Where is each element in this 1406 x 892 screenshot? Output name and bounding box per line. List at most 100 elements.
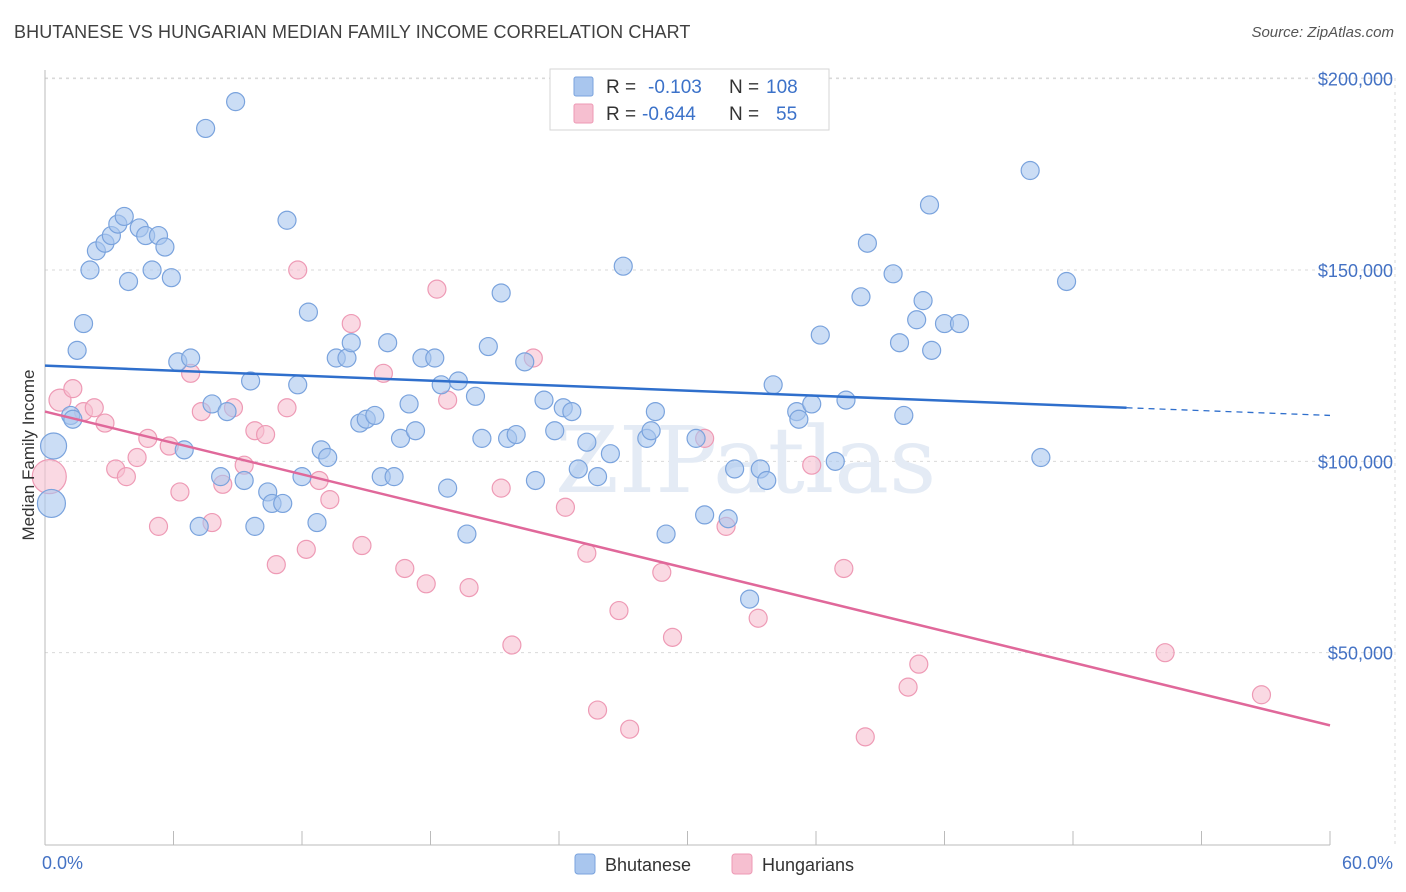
point-bhutanese [802, 394, 822, 414]
point-hungarians [127, 447, 147, 468]
point-bhutanese [341, 333, 361, 353]
y-axis-title: Median Family Income [19, 369, 38, 540]
point-hungarians [555, 497, 576, 517]
point-bhutanese [189, 516, 209, 536]
legend-box: R = -0.103 N = 108 R = -0.644 N = 55 [549, 68, 830, 131]
point-bhutanese [181, 348, 201, 368]
bottom-legend-label-bhutanese: Bhutanese [605, 855, 691, 875]
point-hungarians [266, 555, 286, 575]
legend-n-value-2: 55 [776, 104, 797, 125]
point-hungarians [620, 719, 640, 739]
point-bhutanese [438, 478, 458, 498]
trend-lines [44, 364, 1331, 727]
trend-line-bhutanese-extension [1126, 407, 1331, 417]
point-hungarians [587, 700, 608, 720]
point-hungarians [652, 562, 672, 582]
y-tick-label: $50,000 [1328, 644, 1393, 664]
point-bhutanese [515, 352, 535, 372]
point-bhutanese [641, 421, 661, 441]
legend-swatch-bhutanese [573, 76, 594, 97]
point-bhutanese [725, 459, 745, 479]
legend-r-value-1: -0.103 [648, 77, 702, 98]
point-bhutanese [234, 470, 254, 491]
point-hungarians [427, 279, 447, 299]
bottom-legend-label-hungarians: Hungarians [762, 855, 854, 875]
point-hungarians [416, 574, 436, 594]
point-bhutanese [656, 524, 676, 544]
point-bhutanese [118, 271, 139, 292]
point-hungarians [898, 677, 918, 697]
point-hungarians [662, 627, 683, 647]
point-bhutanese [587, 467, 608, 487]
point-hungarians [855, 727, 875, 747]
point-bhutanese [889, 333, 910, 353]
trend-line-bhutanese [44, 364, 1127, 410]
point-bhutanese [913, 291, 933, 311]
point-bhutanese [73, 313, 94, 334]
point-bhutanese [883, 264, 903, 284]
point-hungarians [1251, 685, 1272, 705]
point-bhutanese [645, 401, 665, 422]
point-bhutanese [114, 206, 134, 227]
y-tick-label: $200,000 [1318, 70, 1393, 90]
point-bhutanese [1020, 160, 1040, 181]
point-bhutanese [399, 394, 419, 414]
point-bhutanese [919, 195, 940, 215]
point-hungarians [802, 455, 822, 475]
legend-n-value-1: 108 [766, 77, 798, 98]
y-tick-label: $100,000 [1318, 452, 1393, 472]
point-hungarians [502, 635, 522, 655]
point-bhutanese [478, 336, 498, 357]
point-hungarians [95, 413, 115, 433]
point-hungarians [909, 654, 929, 674]
legend-n-label-2: N = [729, 104, 759, 125]
point-bhutanese [491, 283, 511, 303]
bottom-legend: Bhutanese Hungarians [574, 853, 854, 875]
point-bhutanese [506, 424, 526, 445]
point-bhutanese [600, 444, 621, 464]
point-bhutanese [245, 516, 265, 536]
point-hungarians [296, 539, 316, 559]
point-bhutanese [390, 428, 411, 448]
point-hungarians [491, 478, 511, 498]
point-bhutanese [217, 401, 237, 422]
series-bhutanese [36, 92, 1077, 609]
point-bhutanese [922, 340, 942, 360]
watermark: ZIPatlas [555, 407, 936, 514]
point-bhutanese [36, 488, 67, 519]
point-bhutanese [757, 470, 777, 491]
legend-r-label-1: R = [606, 77, 636, 98]
point-hungarians [341, 313, 361, 334]
point-bhutanese [613, 256, 633, 276]
point-bhutanese [405, 421, 426, 441]
point-hungarians [748, 608, 768, 628]
point-hungarians [84, 398, 104, 418]
point-bhutanese [525, 470, 546, 491]
trend-line-hungarians [44, 410, 1331, 727]
point-bhutanese [67, 340, 87, 360]
point-bhutanese [273, 493, 293, 514]
point-bhutanese [789, 409, 809, 429]
point-bhutanese [425, 348, 445, 368]
point-hungarians [352, 535, 372, 556]
point-bhutanese [365, 405, 385, 426]
legend-n-label-1: N = [729, 77, 759, 98]
point-bhutanese [457, 524, 477, 544]
point-bhutanese [384, 467, 404, 487]
legend-swatch-hungarians [573, 103, 594, 124]
point-bhutanese [211, 467, 231, 487]
point-hungarians [834, 558, 854, 579]
point-bhutanese [142, 260, 162, 280]
point-bhutanese [318, 447, 338, 468]
axes [44, 70, 1331, 846]
point-bhutanese [857, 233, 878, 253]
point-bhutanese [307, 512, 327, 533]
point-bhutanese [378, 333, 398, 353]
point-hungarians [577, 543, 597, 563]
legend-r-value-2: -0.644 [642, 104, 696, 125]
point-bhutanese [277, 210, 297, 230]
point-hungarians [288, 260, 308, 280]
point-bhutanese [894, 405, 914, 426]
point-bhutanese [740, 589, 760, 609]
